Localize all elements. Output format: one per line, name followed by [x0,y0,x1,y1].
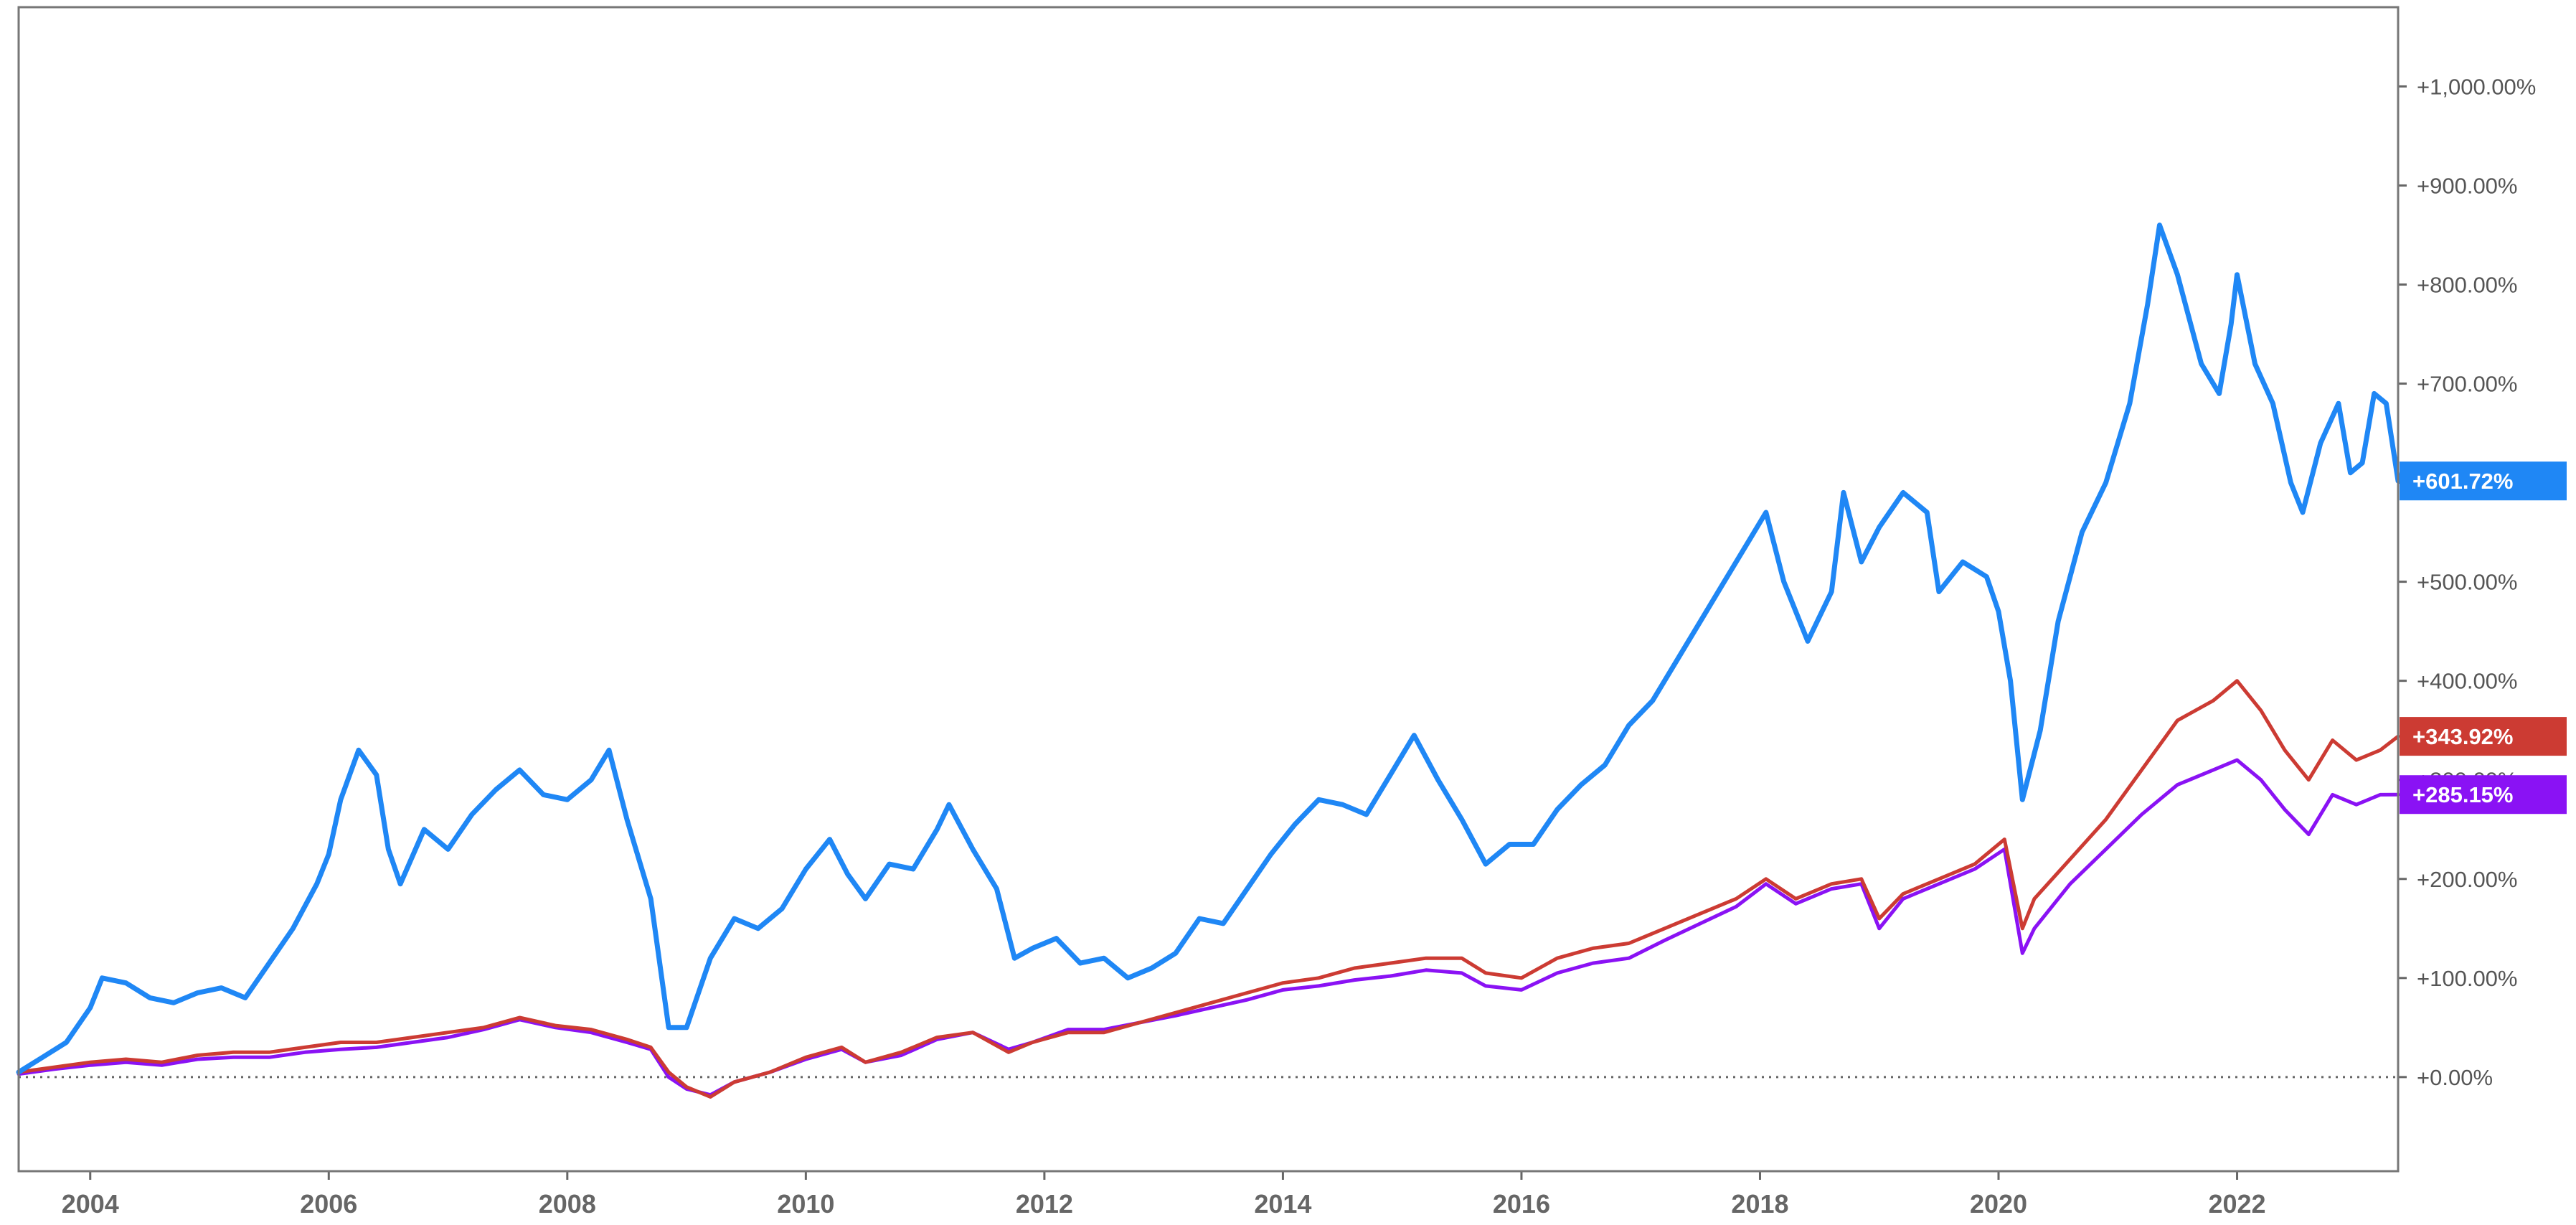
x-tick-label: 2018 [1731,1189,1788,1219]
x-tick-label: 2020 [1970,1189,2027,1219]
y-tick-label: +1,000.00% [2417,74,2536,99]
x-tick-label: 2012 [1016,1189,1073,1219]
x-tick-label: 2006 [300,1189,357,1219]
series-line-1 [16,679,2400,1099]
plot-frame [17,6,2400,1173]
x-tick-label: 2010 [777,1189,834,1219]
end-labels: +601.72% +343.92% +285.15% [2400,461,2567,815]
y-tick-label: +100.00% [2417,966,2517,991]
y-tick-label: +700.00% [2417,372,2517,397]
y-tick-label: +0.00% [2417,1065,2493,1090]
end-label-text: +601.72% [2412,469,2513,494]
y-tick-label: +900.00% [2417,173,2517,198]
series-line-2 [16,758,2400,1097]
x-axis: 2004 2006 2008 2010 2012 2014 2016 2018 2020 2022 [62,1171,2266,1219]
y-tick-label: +500.00% [2417,570,2517,595]
x-tick-label: 2022 [2208,1189,2265,1219]
end-label-text: +285.15% [2412,782,2513,807]
x-tick-label: 2016 [1493,1189,1550,1219]
y-tick-label: +400.00% [2417,669,2517,694]
y-tick-label: +200.00% [2417,867,2517,892]
y-axis: +0.00%+100.00%+200.00%+300.00%+400.00%+5… [2398,74,2536,1090]
end-label-badge [2400,461,2567,501]
end-label-badge [2400,717,2567,756]
x-tick-label: 2004 [62,1189,119,1219]
end-label-badge [2400,775,2567,815]
x-tick-label: 2014 [1254,1189,1311,1219]
y-tick-label: +800.00% [2417,273,2517,298]
x-tick-label: 2008 [539,1189,596,1219]
plot-area [16,222,2401,1099]
series-line-0 [16,222,2401,1075]
end-label-text: +343.92% [2412,724,2513,749]
